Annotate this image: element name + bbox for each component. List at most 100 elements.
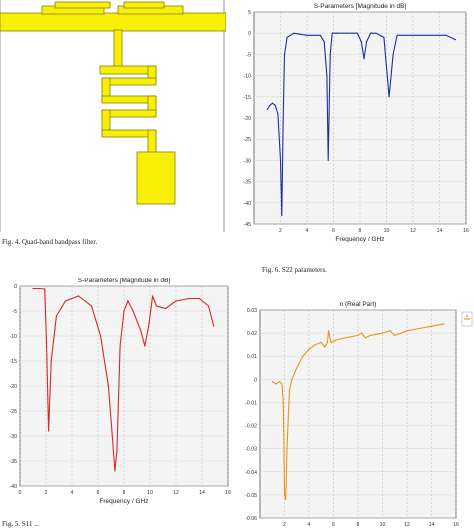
data-point: [44, 288, 46, 290]
x-tick-label: 14: [199, 490, 205, 496]
data-point: [388, 96, 390, 98]
y-tick-label: -15: [10, 359, 18, 365]
x-tick-label: 4: [306, 228, 309, 234]
y-tick-label: -0.02: [245, 424, 257, 430]
data-point: [326, 75, 328, 77]
data-point: [328, 330, 330, 332]
data-point: [369, 334, 371, 336]
y-tick-label: 0: [248, 31, 251, 37]
data-point: [306, 34, 308, 36]
data-point: [320, 341, 322, 343]
data-point: [165, 307, 167, 310]
y-tick-label: -15: [244, 95, 252, 101]
y-tick-label: -40: [10, 484, 18, 490]
y-tick-label: -30: [10, 434, 18, 440]
data-point: [389, 330, 391, 332]
data-point: [100, 335, 102, 337]
data-point: [107, 385, 109, 387]
data-point: [308, 348, 310, 350]
data-point: [361, 332, 363, 334]
y-tick-label: -30: [244, 158, 252, 164]
data-point: [266, 108, 268, 111]
data-point: [281, 383, 283, 385]
data-point: [64, 300, 67, 302]
data-point: [271, 102, 274, 104]
data-point: [296, 367, 298, 369]
x-tick-label: 16: [453, 522, 459, 528]
y-tick-label: -35: [10, 459, 18, 465]
data-point: [38, 287, 41, 290]
data-point: [425, 34, 427, 36]
y-tick-label: 5: [248, 10, 251, 16]
data-point: [175, 300, 177, 302]
data-point: [454, 39, 456, 41]
data-point: [364, 337, 366, 339]
data-point: [277, 113, 279, 115]
data-point: [330, 341, 332, 343]
x-tick-label: 6: [97, 490, 100, 496]
x-tick-label: 2: [279, 228, 282, 234]
data-point: [366, 41, 368, 43]
data-point: [381, 332, 384, 334]
data-point: [291, 378, 293, 380]
y-tick-label: -5: [12, 309, 17, 315]
x-axis-label: Frequency / GHz: [335, 236, 384, 243]
x-tick-label: 2: [283, 522, 286, 528]
data-point: [335, 32, 337, 34]
data-point: [370, 32, 372, 34]
data-point: [90, 305, 93, 307]
data-point: [392, 53, 394, 56]
data-point: [346, 32, 348, 34]
x-tick-label: 8: [357, 522, 360, 528]
x-tick-label: 4: [308, 522, 311, 528]
y-tick-label: -20: [10, 384, 18, 390]
data-point: [283, 494, 286, 496]
data-point: [271, 381, 273, 383]
x-tick-label: 16: [463, 228, 469, 234]
data-point: [48, 430, 50, 432]
data-point: [46, 345, 48, 347]
data-point: [345, 337, 347, 339]
y-tick-label: -5: [246, 52, 251, 58]
data-point: [394, 334, 396, 336]
data-point: [282, 117, 284, 119]
data-point: [302, 355, 304, 357]
data-point: [144, 345, 146, 347]
data-point: [445, 34, 447, 36]
x-tick-label: 2: [45, 490, 48, 496]
data-point: [396, 34, 398, 36]
filter-layout-figure: [0, 0, 226, 232]
data-point: [207, 305, 210, 307]
data-point: [275, 383, 277, 385]
data-point: [285, 498, 287, 501]
y-tick-label: -10: [10, 334, 18, 340]
data-point: [114, 470, 116, 472]
y-tick-label: 0: [14, 284, 17, 290]
data-point: [327, 159, 329, 161]
y-tick-label: 0.03: [247, 308, 257, 314]
data-point: [32, 287, 34, 290]
data-point: [418, 327, 420, 330]
data-point: [111, 435, 113, 437]
x-tick-label: 10: [384, 228, 390, 234]
x-axis-label: Frequency / GHz: [99, 498, 148, 505]
x-tick-label: 16: [225, 490, 231, 496]
data-point: [375, 32, 377, 34]
data-point: [363, 58, 365, 60]
y-tick-label: -10: [244, 74, 252, 80]
data-point: [329, 53, 331, 56]
data-point: [55, 315, 58, 317]
data-point: [127, 300, 129, 302]
data-point: [357, 334, 359, 336]
data-point: [132, 310, 134, 312]
data-point: [77, 295, 80, 297]
y-tick-label: -0.06: [245, 516, 257, 522]
fig5-caption: Fig. 5. S11 ...: [2, 520, 40, 528]
data-point: [119, 345, 121, 347]
x-tick-label: 12: [410, 228, 416, 234]
x-tick-label: 8: [123, 490, 126, 496]
data-point: [283, 53, 286, 56]
fig4-caption: Fig. 4. Quad-band bandpass filter.: [2, 238, 98, 246]
data-point: [323, 41, 325, 43]
data-point: [152, 295, 154, 297]
